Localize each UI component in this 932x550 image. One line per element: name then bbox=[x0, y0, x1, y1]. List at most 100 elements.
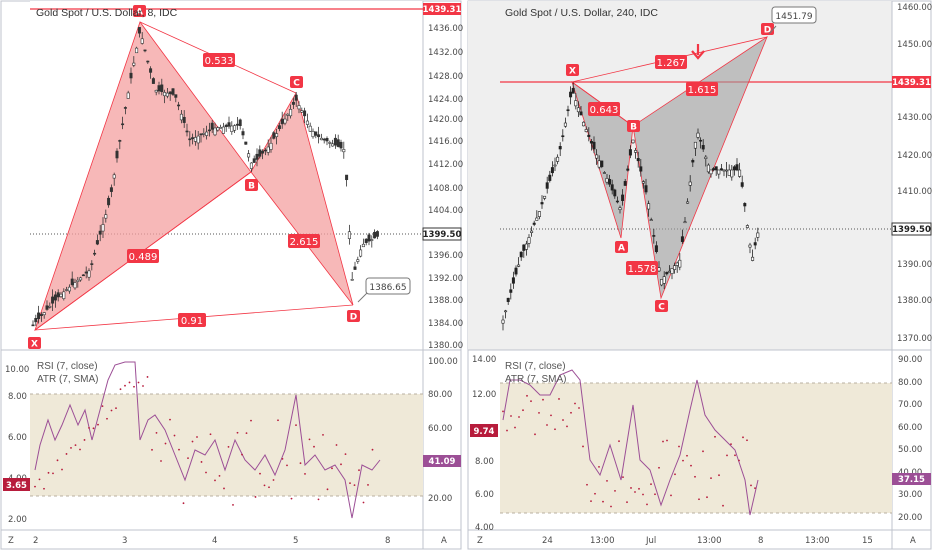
atr-dot bbox=[566, 425, 568, 428]
candle-body bbox=[249, 162, 253, 169]
left-rsi-scale-60: 60.00 bbox=[428, 424, 452, 434]
right-point-d[interactable]: D bbox=[761, 23, 774, 36]
left-rsi-scale-100: 100.00 bbox=[428, 357, 458, 367]
right-point-c[interactable]: C bbox=[655, 300, 668, 313]
atr-dot bbox=[317, 498, 320, 501]
candle-body bbox=[339, 141, 343, 149]
right-ratio-xd[interactable]: 1.267 bbox=[655, 55, 687, 69]
left-point-a[interactable]: A bbox=[133, 5, 146, 18]
atr-dot bbox=[638, 487, 640, 490]
atr-dot bbox=[250, 419, 252, 422]
left-point-x[interactable]: X bbox=[28, 337, 41, 350]
atr-dot bbox=[706, 496, 708, 499]
right-rsi-line bbox=[502, 369, 759, 516]
candle-body bbox=[118, 140, 122, 142]
candle-body bbox=[558, 146, 562, 150]
right-atr-label[interactable]: ATR (7, SMA) bbox=[505, 374, 566, 385]
left-ratio-bd[interactable]: 2.615 bbox=[288, 234, 320, 248]
right-atr-scale-4: 4.00 bbox=[475, 523, 494, 533]
atr-dot bbox=[734, 454, 736, 457]
atr-dot bbox=[622, 476, 624, 479]
candle-body bbox=[188, 138, 192, 141]
candle-body bbox=[636, 158, 640, 162]
candle-body bbox=[109, 187, 113, 192]
candle-body bbox=[545, 182, 549, 189]
candle-body bbox=[644, 185, 648, 193]
atr-dot bbox=[606, 479, 608, 482]
candle-body bbox=[367, 234, 371, 242]
atr-dot bbox=[602, 500, 604, 503]
candle-body bbox=[331, 143, 335, 147]
price-scale-label: 1388.00 bbox=[428, 296, 463, 306]
right-ratio-xb[interactable]: 0.643 bbox=[588, 102, 620, 116]
right-ratio-ac[interactable]: 1.578 bbox=[626, 261, 658, 275]
candle-body bbox=[165, 92, 169, 97]
price-scale-label: 1428.00 bbox=[428, 72, 463, 82]
candle-body bbox=[350, 278, 354, 281]
candle-body bbox=[163, 92, 167, 97]
atr-dot bbox=[562, 419, 564, 421]
left-point-c[interactable]: C bbox=[290, 76, 303, 89]
right-chart[interactable]: X A B C D 1.267 0.643 1.615 bbox=[467, 0, 932, 550]
atr-dot bbox=[223, 487, 225, 490]
candle-body bbox=[314, 131, 318, 136]
atr-dot bbox=[56, 459, 59, 462]
candle-body bbox=[353, 266, 357, 270]
candle-body bbox=[615, 200, 619, 203]
left-ratio-ab[interactable]: 0.489 bbox=[127, 249, 159, 263]
atr-dot bbox=[308, 438, 311, 441]
right-price-callout[interactable]: 1451.79 bbox=[768, 6, 817, 35]
candle-body bbox=[56, 292, 60, 298]
left-point-d[interactable]: D bbox=[347, 310, 360, 323]
right-ratio-bd[interactable]: 1.615 bbox=[686, 82, 718, 96]
left-rsi-scale-20: 20.00 bbox=[428, 494, 452, 504]
svg-text:A: A bbox=[618, 244, 625, 254]
atr-dot bbox=[254, 496, 257, 498]
price-scale-label: 1416.00 bbox=[428, 137, 463, 147]
right-rsi-label[interactable]: RSI (7, close) bbox=[505, 361, 566, 372]
candle-body bbox=[342, 149, 346, 153]
svg-text:1439.31: 1439.31 bbox=[423, 5, 462, 15]
left-chart[interactable]: X A B C D 0.533 0.489 2.615 bbox=[0, 0, 463, 550]
left-ratio-xd[interactable]: 0.91 bbox=[178, 313, 206, 327]
price-scale-label: 1460.00 bbox=[897, 3, 932, 13]
atr-dot bbox=[88, 426, 90, 429]
right-point-a[interactable]: A bbox=[615, 241, 628, 254]
left-auto-scale-button[interactable]: A bbox=[441, 536, 447, 546]
candle-body bbox=[683, 221, 687, 224]
left-atr-label[interactable]: ATR (7, SMA) bbox=[37, 374, 98, 385]
left-price-callout[interactable]: 1386.65 bbox=[357, 277, 411, 303]
left-rsi-label[interactable]: RSI (7, close) bbox=[37, 361, 98, 372]
atr-dot bbox=[534, 433, 536, 436]
atr-dot bbox=[666, 439, 668, 442]
right-point-x[interactable]: X bbox=[566, 64, 579, 77]
left-atr-tag: 3.65 bbox=[3, 478, 30, 491]
right-auto-scale-button[interactable]: A bbox=[910, 536, 916, 546]
candle-body bbox=[241, 131, 245, 136]
candle-body bbox=[305, 120, 309, 125]
right-zoom-corner[interactable]: Z bbox=[477, 536, 483, 546]
atr-dot bbox=[371, 448, 374, 451]
svg-text:D: D bbox=[350, 313, 357, 323]
candle-body bbox=[51, 296, 55, 304]
price-scale-label: 1380.00 bbox=[897, 296, 932, 306]
atr-dot bbox=[626, 501, 628, 504]
candle-body bbox=[311, 131, 315, 138]
candle-body bbox=[589, 140, 593, 144]
left-price-scale[interactable]: 1436.00 1432.00 1428.00 1424.00 1420.00 1416.… bbox=[428, 24, 463, 351]
atr-dot bbox=[263, 484, 266, 487]
atr-dot bbox=[558, 398, 560, 400]
candle-body bbox=[104, 214, 108, 219]
left-ratio-xb[interactable]: 0.533 bbox=[203, 53, 235, 67]
right-point-b[interactable]: B bbox=[627, 120, 640, 133]
left-zoom-corner[interactable]: Z bbox=[8, 536, 14, 546]
atr-dot bbox=[610, 505, 612, 508]
candle-body bbox=[289, 109, 293, 117]
candle-body bbox=[756, 232, 760, 238]
atr-dot bbox=[295, 424, 297, 427]
left-point-b[interactable]: B bbox=[245, 179, 258, 192]
right-atr-scale-12: 12.00 bbox=[472, 390, 496, 400]
atr-dot bbox=[218, 474, 221, 477]
candle-body bbox=[84, 271, 88, 274]
right-price-scale[interactable]: 1460.00 1450.00 1430.00 1420.00 1410.00 1390.… bbox=[897, 3, 932, 344]
